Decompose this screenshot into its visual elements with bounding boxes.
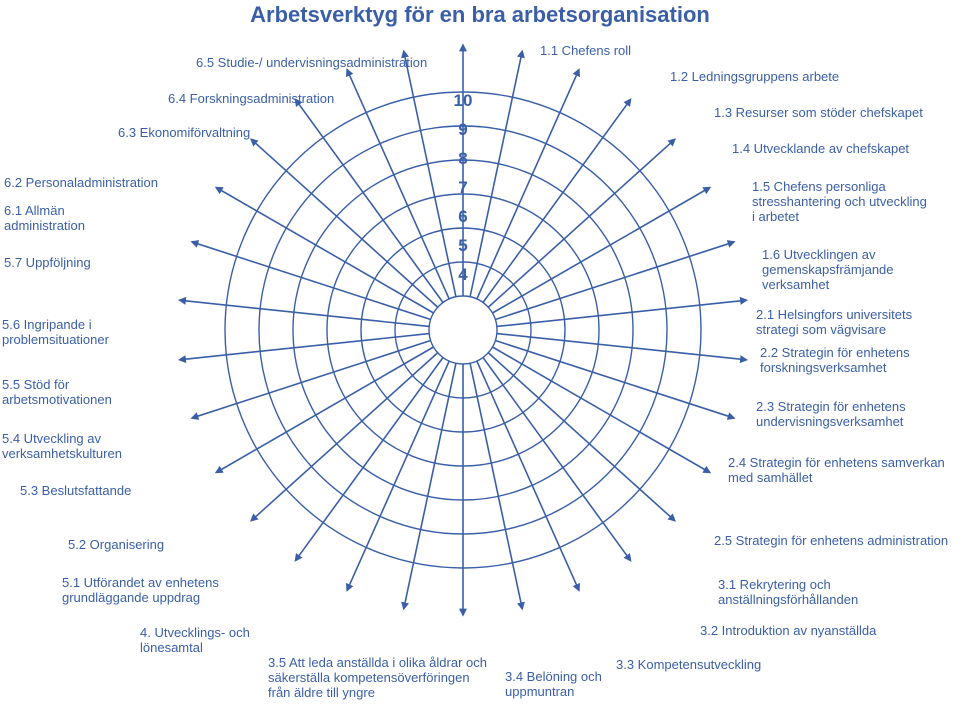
spoke-label: 2.3 Strategin för enhetensundervisningsv… xyxy=(756,400,906,430)
spoke-label: 2.2 Strategin för enhetensforskningsverk… xyxy=(760,346,910,376)
spoke-label: 6.3 Ekonomiförvaltning xyxy=(118,126,250,141)
spoke-label: 5.6 Ingripande iproblemsituationer xyxy=(2,318,109,348)
spoke-label: 2.5 Strategin för enhetens administratio… xyxy=(714,534,948,549)
spoke-label: 1.6 Utvecklingen avgemenskapsfrämjandeve… xyxy=(762,248,894,293)
scale-value: 9 xyxy=(453,120,473,140)
spoke-label: 1.4 Utvecklande av chefskapet xyxy=(732,142,909,157)
spoke-label: 5.5 Stöd förarbetsmotivationen xyxy=(2,378,112,408)
spoke-label: 5.1 Utförandet av enhetensgrundläggande … xyxy=(62,576,219,606)
spoke-label: 1.1 Chefens roll xyxy=(540,44,631,59)
spoke-label: 1.5 Chefens personligastresshantering oc… xyxy=(752,180,927,225)
spoke-label: 3.4 Belöning ochuppmuntran xyxy=(505,670,602,700)
spoke-label: 3.2 Introduktion av nyanställda xyxy=(700,624,876,639)
scale-value: 5 xyxy=(453,236,473,256)
spoke-label: 6.1 Allmänadministration xyxy=(4,204,85,234)
spoke-label: 5.4 Utveckling avverksamhetskulturen xyxy=(2,432,122,462)
spoke-label: 6.5 Studie-/ undervisningsadministration xyxy=(196,56,427,71)
scale-value: 4 xyxy=(453,265,473,285)
scale-value: 6 xyxy=(453,207,473,227)
spoke-label: 6.2 Personaladministration xyxy=(4,176,158,191)
spoke-label: 5.7 Uppföljning xyxy=(4,256,91,271)
scale-value: 10 xyxy=(453,91,473,111)
scale-value: 8 xyxy=(453,149,473,169)
spoke-label: 4. Utvecklings- ochlönesamtal xyxy=(140,626,250,656)
spoke-label: 5.2 Organisering xyxy=(68,538,164,553)
spoke-label: 3.5 Att leda anställda i olika åldrar oc… xyxy=(268,656,487,701)
spoke-label: 2.4 Strategin för enhetens samverkanmed … xyxy=(728,456,945,486)
spoke-label: 2.1 Helsingfors universitetsstrategi som… xyxy=(756,308,912,338)
spoke-label: 3.3 Kompetensutveckling xyxy=(616,658,761,673)
spoke-label: 1.3 Resurser som stöder chefskapet xyxy=(714,106,923,121)
spoke-label: 3.1 Rekrytering och anställningsförhålla… xyxy=(718,578,960,608)
spoke-label: 1.2 Ledningsgruppens arbete xyxy=(670,70,839,85)
scale-value: 7 xyxy=(453,178,473,198)
spoke-label: 5.3 Beslutsfattande xyxy=(20,484,131,499)
spoke-label: 6.4 Forskningsadministration xyxy=(168,92,334,107)
